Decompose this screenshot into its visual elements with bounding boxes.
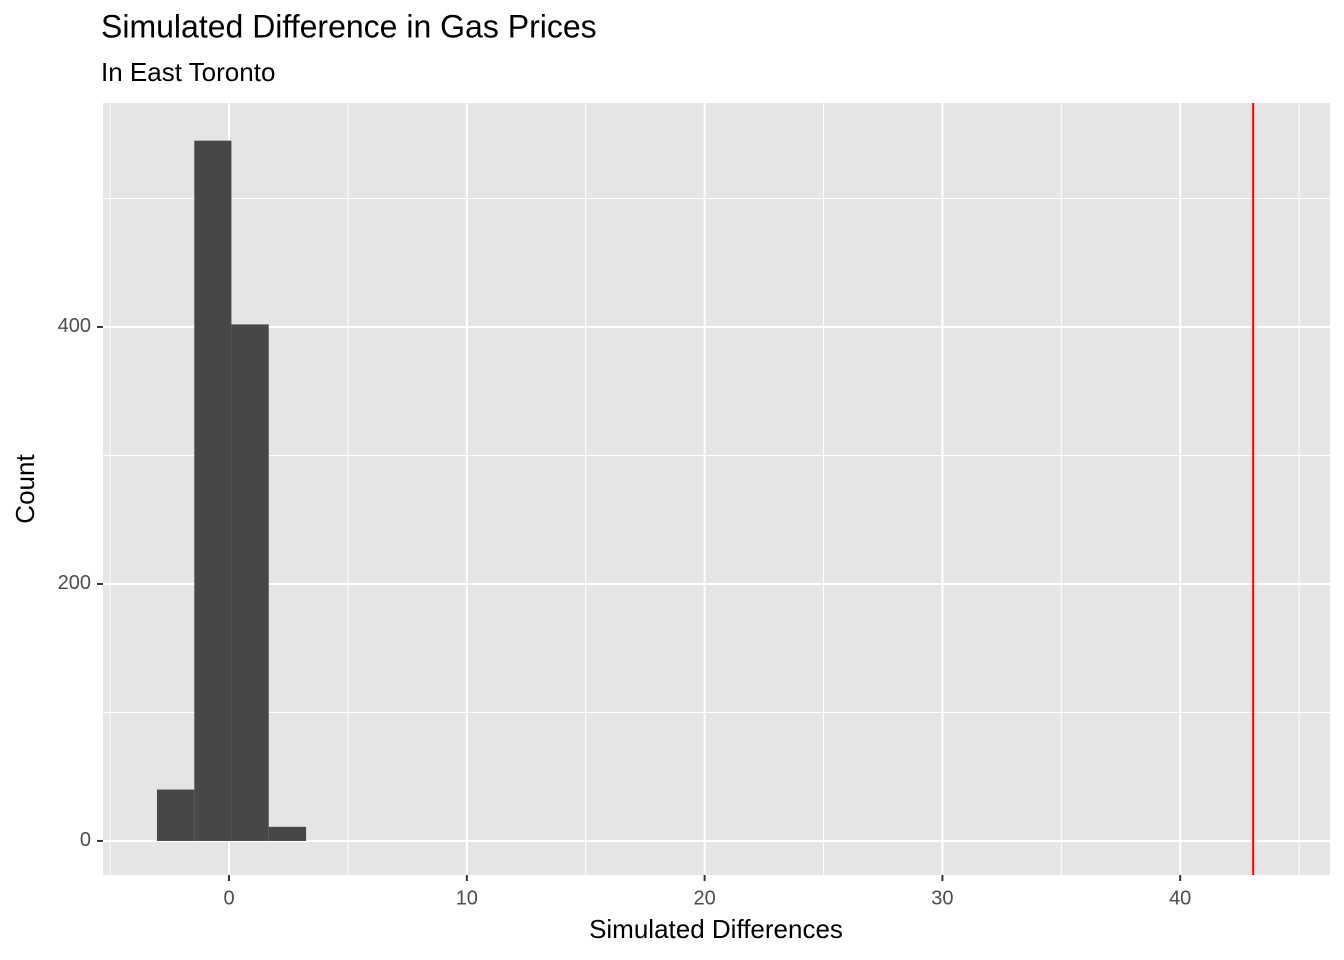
bar bbox=[268, 826, 307, 841]
chart-subtitle: In East Toronto bbox=[101, 57, 275, 87]
x-tick-label: 10 bbox=[456, 887, 478, 909]
panel bbox=[103, 103, 1330, 875]
x-tick-label: 30 bbox=[931, 887, 953, 909]
x-tick-label: 0 bbox=[223, 887, 234, 909]
x-tick-label: 40 bbox=[1169, 887, 1191, 909]
chart-title: Simulated Difference in Gas Prices bbox=[101, 8, 597, 44]
y-tick-label: 200 bbox=[58, 572, 91, 594]
x-tick-label: 20 bbox=[693, 887, 715, 909]
x-axis-title: Simulated Differences bbox=[589, 914, 843, 944]
y-axis-title: Count bbox=[10, 454, 40, 524]
bar bbox=[231, 324, 269, 841]
y-tick-label: 400 bbox=[58, 315, 91, 337]
bar bbox=[156, 789, 195, 841]
y-tick-label: 0 bbox=[80, 829, 91, 851]
bar bbox=[194, 140, 232, 841]
